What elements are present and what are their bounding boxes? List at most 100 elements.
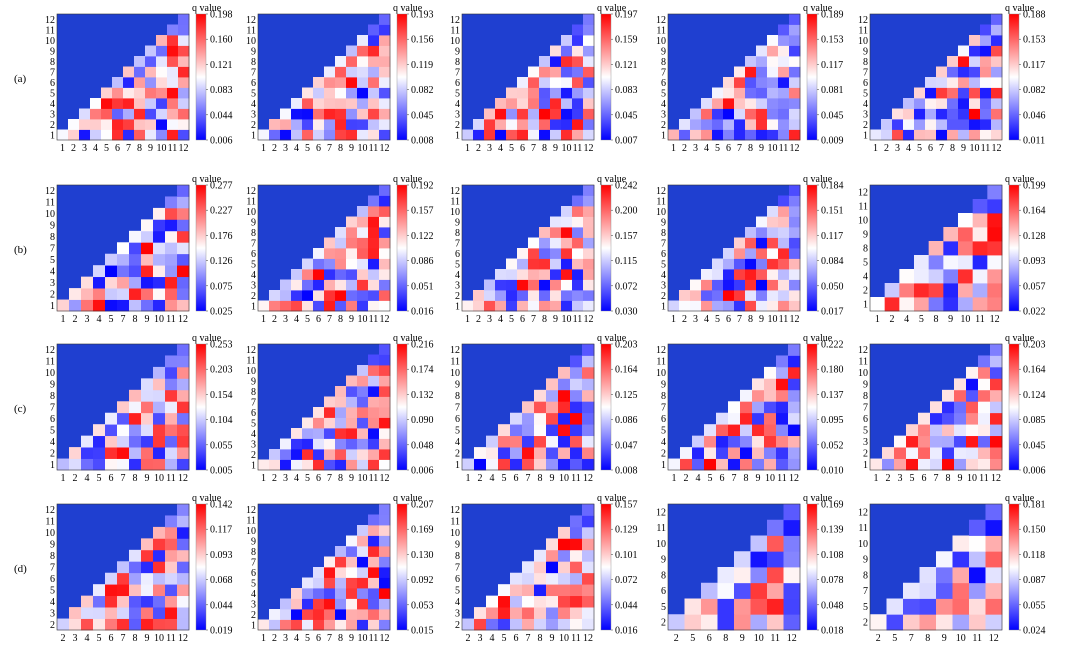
x-tick-label: 7 [526, 633, 531, 641]
heatmap-cell [778, 56, 790, 67]
heatmap-cell [324, 417, 336, 429]
x-tick-label: 2 [684, 473, 689, 484]
heatmap-cell [947, 98, 959, 109]
colorbar-tick-label: 0.046 [1023, 110, 1046, 121]
heatmap-cell [969, 98, 981, 109]
colorbar-tick-label: 0.199 [1023, 181, 1046, 192]
heatmap-cell [958, 129, 970, 141]
heatmap-cell [668, 300, 680, 312]
heatmap-cell [582, 595, 595, 608]
heatmap-cell [153, 207, 166, 220]
heatmap-cell [335, 98, 347, 109]
heatmap-cell [943, 269, 959, 284]
x-tick-label: 2 [272, 314, 277, 325]
y-tick-label: 11 [656, 25, 666, 36]
heatmap-cell [903, 119, 915, 130]
y-tick-label: 10 [656, 368, 666, 379]
heatmap-cell [756, 279, 768, 291]
heatmap-cell [346, 609, 358, 620]
heatmap-cell [473, 300, 485, 312]
heatmap-cell [980, 108, 992, 120]
heatmap-cell [462, 129, 474, 141]
heatmap-cell [335, 66, 347, 78]
x-tick-label: 7 [732, 473, 737, 484]
heatmap-cell [117, 265, 130, 278]
heatmap-cell [783, 535, 801, 552]
colorbar-title: q value [597, 493, 627, 504]
heatmap-cell [302, 588, 314, 599]
colorbar-tick-label: 0.198 [210, 10, 233, 21]
heatmap-cell [129, 618, 142, 631]
heatmap-cell [958, 297, 974, 312]
y-tick-label: 9 [50, 540, 55, 551]
heatmap-cell [903, 98, 915, 109]
heatmap-cell [930, 424, 943, 437]
y-tick-label: 10 [450, 36, 460, 47]
x-tick-label: 1 [875, 314, 880, 325]
heatmap-cell [572, 108, 584, 120]
heatmap-cell [346, 248, 358, 259]
heatmap-cell [546, 618, 559, 631]
heatmap-cell [165, 526, 178, 539]
heatmap-cell [153, 447, 166, 459]
heatmap-cell [745, 77, 757, 88]
heatmap-cell [473, 129, 485, 141]
colorbar-tick-label: 0.008 [411, 136, 434, 147]
x-tick-label: 9 [961, 143, 966, 154]
x-tick-label: 9 [740, 633, 745, 641]
heatmap-cell [943, 227, 959, 242]
heatmap-cell [936, 551, 953, 568]
y-tick-label: 1 [251, 460, 256, 471]
heatmap-cell [324, 577, 336, 589]
heatmap-cell [928, 297, 944, 312]
colorbar-tick-label: 0.154 [210, 390, 233, 401]
heatmap-cell [734, 77, 746, 88]
heatmap-cell [745, 119, 757, 130]
y-tick-label: 9 [863, 46, 868, 57]
heatmap-cell [145, 129, 157, 141]
heatmap-cell [153, 584, 166, 597]
heatmap-cell [313, 108, 325, 120]
colorbar-tick-label: 0.055 [210, 440, 233, 451]
heatmap-cell [728, 412, 741, 425]
x-tick-label: 9 [349, 314, 354, 325]
heatmap-cell [335, 248, 347, 259]
heatmap-cell [958, 119, 970, 130]
heatmap-cell [368, 129, 380, 141]
x-tick-label: 6 [928, 143, 933, 154]
heatmap-cell [943, 283, 959, 298]
heatmap-cell [936, 98, 948, 109]
y-tick-label: 10 [246, 366, 256, 377]
heatmap-cell [269, 290, 281, 301]
heatmap-cell [101, 87, 113, 99]
heatmap-cell [117, 435, 130, 448]
heatmap-cell [570, 401, 583, 414]
heatmap-cell [776, 401, 789, 414]
heatmap-cell [570, 355, 583, 368]
heatmap-cell [756, 300, 768, 312]
x-tick-label: 1 [261, 143, 266, 154]
heatmap-cell [870, 129, 882, 141]
colorbar-tick-label: 0.242 [615, 181, 638, 192]
heatmap-cell [335, 87, 347, 99]
heatmap-cell [346, 598, 358, 610]
heatmap-cell [165, 378, 178, 391]
heatmap-cell [985, 504, 1003, 521]
heatmap-cell [522, 561, 535, 574]
heatmap-cell [177, 366, 190, 379]
heatmap-cell [522, 618, 535, 631]
heatmap-cell [528, 258, 540, 270]
heatmap-cell [546, 595, 559, 608]
heatmap-cell [987, 213, 1003, 228]
heatmap-cell [153, 435, 166, 448]
heatmap-cell [918, 458, 931, 471]
x-tick-label: 6 [316, 473, 321, 484]
heatmap-cell [324, 119, 336, 130]
plot-frame [869, 343, 1003, 471]
colorbar-title: q value [1005, 493, 1035, 504]
heatmap-cell [570, 618, 583, 631]
heatmap-cell [165, 458, 178, 471]
colorbar-title: q value [597, 174, 627, 185]
heatmap-cell [716, 458, 729, 471]
heatmap-cell [335, 108, 347, 120]
